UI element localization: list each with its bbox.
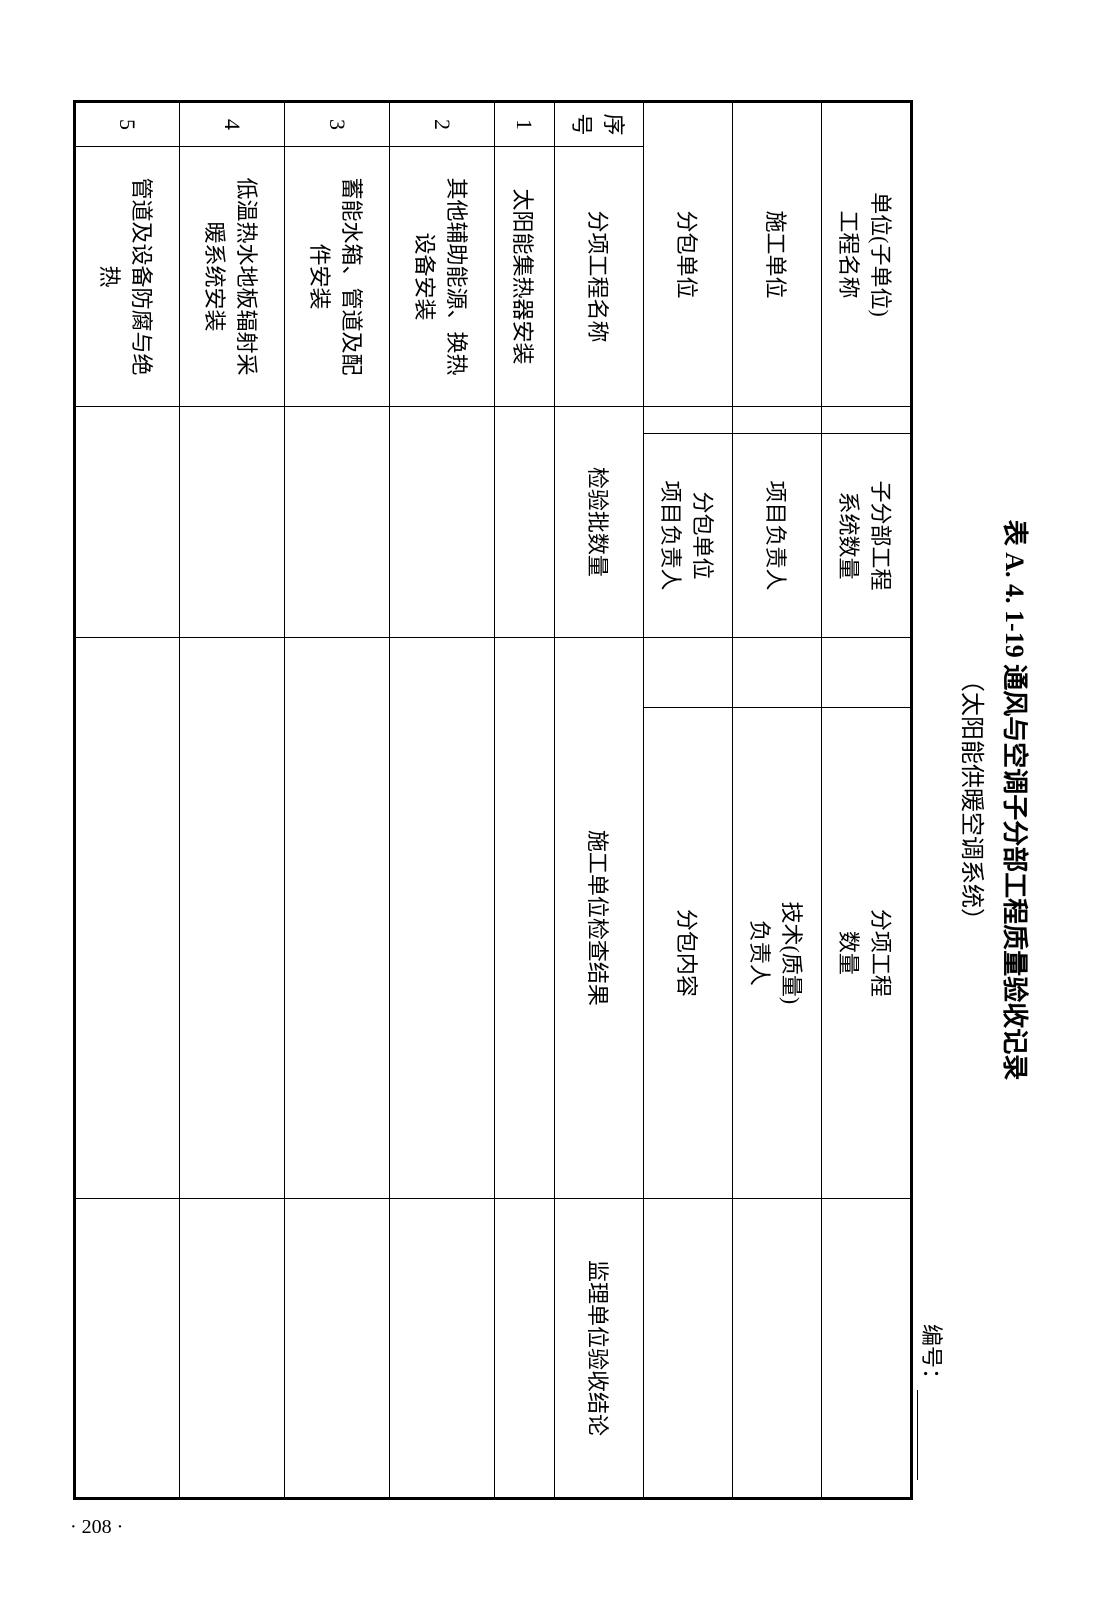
item-name-header: 分项工程名称: [554, 146, 643, 406]
qty-3: [284, 406, 389, 637]
seq-3: 3: [284, 101, 389, 146]
qty-2: [389, 406, 494, 637]
data-row-2: 2 其他辅助能源、换热 设备安装: [389, 101, 494, 1498]
seq-5: 5: [74, 101, 179, 146]
form-number-label: 编号：: [919, 1323, 944, 1389]
column-header-row: 序号 分项工程名称 检验批数量 施工单位检查结果 监理单位验收结论: [554, 101, 643, 1498]
header-row-2: 施工单位 项目负责人 技术(质量) 负责人: [732, 101, 821, 1498]
data-row-1: 1 太阳能集热器安装: [494, 101, 554, 1498]
subcontract-manager-value: [643, 637, 732, 707]
header-row-1: 单位(子单位) 工程名称 子分部工程 系统数量 分项工程 数量: [821, 101, 911, 1498]
conclusion-5: [74, 1198, 179, 1498]
sub-division-label: 子分部工程 系统数量: [821, 433, 911, 637]
data-row-3: 3 蓄能水箱、管道及配 件安装: [284, 101, 389, 1498]
page-container: 表 A. 4. 1-19 通风与空调子分部工程质量验收记录 （太阳能供暖空调系统…: [73, 100, 1035, 1500]
main-title: 表 A. 4. 1-19 通风与空调子分部工程质量验收记录: [998, 100, 1035, 1500]
form-number-line: [917, 1390, 939, 1480]
project-manager-label: 项目负责人: [732, 433, 821, 637]
table-ref: 表 A. 4. 1-19: [1000, 519, 1029, 657]
result-header: 施工单位检查结果: [554, 637, 643, 1198]
name-1: 太阳能集热器安装: [494, 146, 554, 406]
subcontract-content-value: [643, 1198, 732, 1498]
acceptance-table: 单位(子单位) 工程名称 子分部工程 系统数量 分项工程 数量 施工单位 项目负…: [73, 100, 913, 1500]
batch-qty-header: 检验批数量: [554, 406, 643, 637]
form-number-row: 编号：: [917, 100, 949, 1500]
data-row-5: 5 管道及设备防腐与绝 热: [74, 101, 179, 1498]
project-manager-value: [732, 637, 821, 707]
subcontract-unit-value: [643, 406, 732, 433]
data-row-4: 4 低温热水地板辐射采 暖系统安装: [179, 101, 284, 1498]
conclusion-1: [494, 1198, 554, 1498]
subcontract-content-label: 分包内容: [643, 707, 732, 1198]
seq-2: 2: [389, 101, 494, 146]
unit-project-value: [821, 406, 911, 433]
conclusion-3: [284, 1198, 389, 1498]
conclusion-header: 监理单位验收结论: [554, 1198, 643, 1498]
header-row-3: 分包单位 分包单位 项目负责人 分包内容: [643, 101, 732, 1498]
unit-project-label: 单位(子单位) 工程名称: [821, 101, 911, 406]
result-1: [494, 637, 554, 1198]
tech-quality-value: [732, 1198, 821, 1498]
result-5: [74, 637, 179, 1198]
seq-header: 序号: [554, 101, 643, 146]
subcontract-unit-label: 分包单位: [643, 101, 732, 406]
sub-division-value: [821, 637, 911, 707]
sub-item-qty-label: 分项工程 数量: [821, 707, 911, 1198]
tech-quality-label: 技术(质量) 负责人: [732, 707, 821, 1198]
subcontract-manager-label: 分包单位 项目负责人: [643, 433, 732, 637]
result-4: [179, 637, 284, 1198]
name-2: 其他辅助能源、换热 设备安装: [389, 146, 494, 406]
seq-4: 4: [179, 101, 284, 146]
qty-1: [494, 406, 554, 637]
conclusion-4: [179, 1198, 284, 1498]
page-number: · 208 ·: [70, 1516, 123, 1539]
qty-5: [74, 406, 179, 637]
name-4: 低温热水地板辐射采 暖系统安装: [179, 146, 284, 406]
name-5: 管道及设备防腐与绝 热: [74, 146, 179, 406]
title-section: 表 A. 4. 1-19 通风与空调子分部工程质量验收记录 （太阳能供暖空调系统…: [957, 100, 1035, 1500]
sub-item-qty-value: [821, 1198, 911, 1498]
title-text: 通风与空调子分部工程质量验收记录: [1000, 664, 1029, 1080]
sub-title: （太阳能供暖空调系统）: [957, 100, 992, 1500]
name-3: 蓄能水箱、管道及配 件安装: [284, 146, 389, 406]
construction-unit-label: 施工单位: [732, 101, 821, 406]
seq-1: 1: [494, 101, 554, 146]
conclusion-2: [389, 1198, 494, 1498]
result-2: [389, 637, 494, 1198]
construction-unit-value: [732, 406, 821, 433]
qty-4: [179, 406, 284, 637]
result-3: [284, 637, 389, 1198]
